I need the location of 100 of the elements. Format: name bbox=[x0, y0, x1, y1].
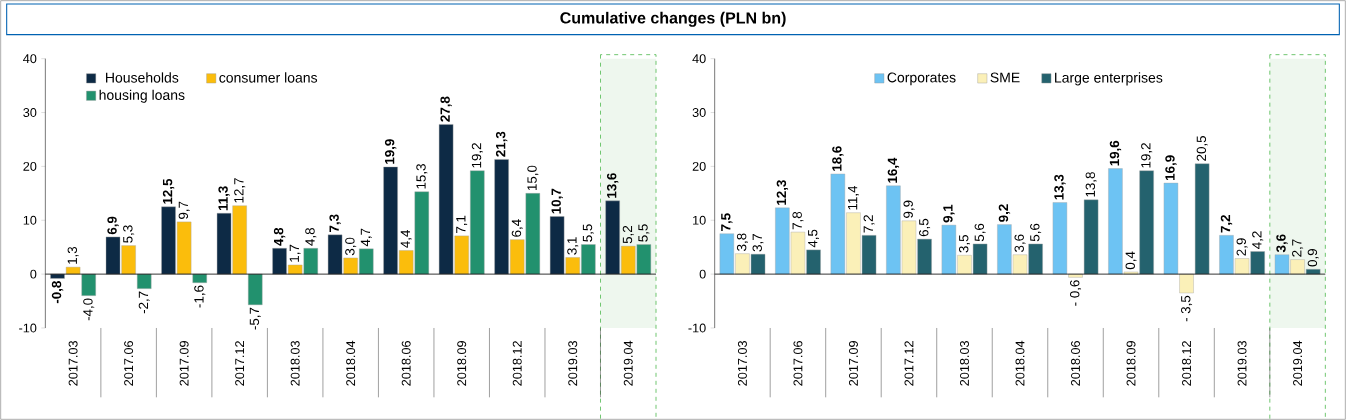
x-tick-label: 2017.09 bbox=[848, 341, 858, 386]
data-label: 4,2 bbox=[1252, 231, 1264, 249]
x-tick-label: 2018.12 bbox=[1182, 341, 1192, 386]
legend-label: housing loans bbox=[99, 89, 185, 103]
data-label: 0,4 bbox=[1125, 251, 1137, 270]
data-label: 11,3 bbox=[218, 186, 230, 211]
x-tick-label: 2018.06 bbox=[1071, 341, 1080, 386]
legend-label: Corporates bbox=[887, 72, 956, 86]
data-label: 12,5 bbox=[162, 178, 175, 204]
x-tick-label: 2018.03 bbox=[960, 341, 969, 386]
data-label: 15,0 bbox=[527, 165, 539, 191]
data-label: 11,4 bbox=[848, 185, 859, 210]
x-tick-label: 2019.03 bbox=[1237, 341, 1247, 386]
x-tick-label: 2017.09 bbox=[179, 341, 189, 386]
y-tick-label: 40 bbox=[692, 54, 706, 64]
data-label: 0,9 bbox=[1307, 249, 1319, 267]
x-tick-label: 2018.03 bbox=[290, 341, 300, 386]
data-label: 5,6 bbox=[1030, 223, 1042, 242]
data-label: 4,7 bbox=[360, 228, 372, 247]
data-label: 2,9 bbox=[1236, 238, 1248, 256]
data-label: 2,7 bbox=[1292, 239, 1304, 257]
data-label: 19,9 bbox=[384, 139, 397, 164]
data-label: 5,3 bbox=[123, 225, 135, 243]
data-label: 19,6 bbox=[1109, 140, 1122, 166]
data-label: 16,9 bbox=[1165, 155, 1177, 180]
data-label: 5,2 bbox=[622, 225, 634, 244]
y-tick-label: 10 bbox=[693, 215, 706, 225]
data-label: 9,2 bbox=[998, 204, 1011, 222]
legend-label: SME bbox=[990, 72, 1020, 83]
data-label: 7,5 bbox=[721, 213, 733, 231]
y-tick-label: 40 bbox=[23, 54, 37, 64]
data-label: 7,1 bbox=[456, 215, 468, 233]
data-label: 1,3 bbox=[67, 246, 79, 264]
y-tick-label: 20 bbox=[692, 161, 706, 171]
data-label: 20,5 bbox=[1196, 136, 1208, 161]
x-tick-label: 2019.04 bbox=[623, 340, 633, 386]
data-label: 4,8 bbox=[305, 228, 317, 246]
legend-label: Households bbox=[106, 72, 179, 83]
x-tick-label: 2017.06 bbox=[793, 341, 803, 386]
data-label: 6,9 bbox=[107, 216, 119, 235]
x-tick-label: 2018.04 bbox=[1015, 340, 1025, 386]
data-label: 19,2 bbox=[471, 143, 483, 168]
data-label: 3,8 bbox=[736, 233, 748, 251]
data-label: 6,5 bbox=[919, 218, 931, 237]
y-tick-label: -10 bbox=[688, 323, 706, 333]
data-label: 6,4 bbox=[511, 219, 523, 237]
data-label: 4,8 bbox=[273, 227, 286, 246]
y-tick-label: 0 bbox=[699, 269, 706, 279]
data-label: 13,6 bbox=[606, 173, 619, 198]
data-label: 3,7 bbox=[752, 234, 764, 252]
data-label: 5,6 bbox=[974, 223, 986, 242]
data-label: 13,8 bbox=[1085, 172, 1097, 197]
data-label: 15,3 bbox=[416, 164, 428, 189]
data-label: 13,3 bbox=[1054, 174, 1066, 200]
data-label: - 3,5 bbox=[1181, 295, 1193, 322]
data-label: 3,0 bbox=[345, 237, 357, 256]
data-label: 9,1 bbox=[943, 204, 955, 223]
x-tick-label: 2017.06 bbox=[124, 341, 134, 386]
data-label: 19,2 bbox=[1141, 143, 1153, 168]
x-tick-label: 2018.09 bbox=[457, 341, 467, 386]
data-label: 3,6 bbox=[1014, 234, 1026, 252]
data-label: 4,4 bbox=[400, 230, 412, 248]
chart-title: Cumulative changes (PLN bn) bbox=[560, 11, 786, 27]
y-tick-label: 20 bbox=[23, 161, 37, 171]
x-tick-label: 2017.03 bbox=[737, 341, 747, 386]
y-tick-label: 0 bbox=[30, 269, 37, 279]
data-label: 3,5 bbox=[958, 235, 970, 253]
data-label: -5,7 bbox=[249, 307, 261, 330]
data-label: -2,7 bbox=[138, 291, 150, 314]
data-label: 3,6 bbox=[1276, 234, 1288, 253]
data-label: 7,2 bbox=[1220, 215, 1233, 233]
data-label: 12,7 bbox=[234, 178, 246, 203]
x-tick-label: 2017.12 bbox=[904, 341, 914, 386]
data-label: 5,5 bbox=[638, 224, 650, 242]
y-tick-label: 10 bbox=[23, 215, 37, 225]
x-tick-label: 2019.03 bbox=[568, 341, 578, 386]
data-label: 9,7 bbox=[178, 201, 190, 219]
data-label: 7,8 bbox=[792, 211, 804, 230]
data-label: 12,3 bbox=[776, 180, 789, 205]
x-tick-label: 2019.04 bbox=[1293, 340, 1303, 386]
data-label: 18,6 bbox=[832, 146, 844, 171]
legend-label: Large enterprises bbox=[1055, 72, 1163, 86]
data-label: 7,2 bbox=[863, 215, 875, 233]
x-tick-label: 2018.06 bbox=[401, 341, 411, 386]
data-label: 1,7 bbox=[289, 244, 301, 262]
x-tick-label: 2017.03 bbox=[68, 341, 78, 386]
x-tick-label: 2017.12 bbox=[235, 341, 245, 386]
data-label: 9,9 bbox=[903, 200, 915, 218]
data-label: 4,5 bbox=[808, 229, 819, 248]
data-label: 21,3 bbox=[495, 131, 508, 157]
x-tick-label: 2018.12 bbox=[512, 341, 522, 386]
data-label: 7,3 bbox=[329, 214, 341, 232]
data-label: 16,4 bbox=[887, 157, 900, 183]
data-label: 5,5 bbox=[582, 224, 594, 242]
data-label: -0,8 bbox=[51, 281, 64, 304]
data-label: -1,6 bbox=[194, 285, 206, 308]
x-tick-label: 2018.09 bbox=[1126, 341, 1136, 386]
legend-label: consumer loans bbox=[219, 72, 318, 83]
data-label: -4,0 bbox=[83, 298, 95, 321]
data-label: 27,8 bbox=[440, 96, 452, 122]
